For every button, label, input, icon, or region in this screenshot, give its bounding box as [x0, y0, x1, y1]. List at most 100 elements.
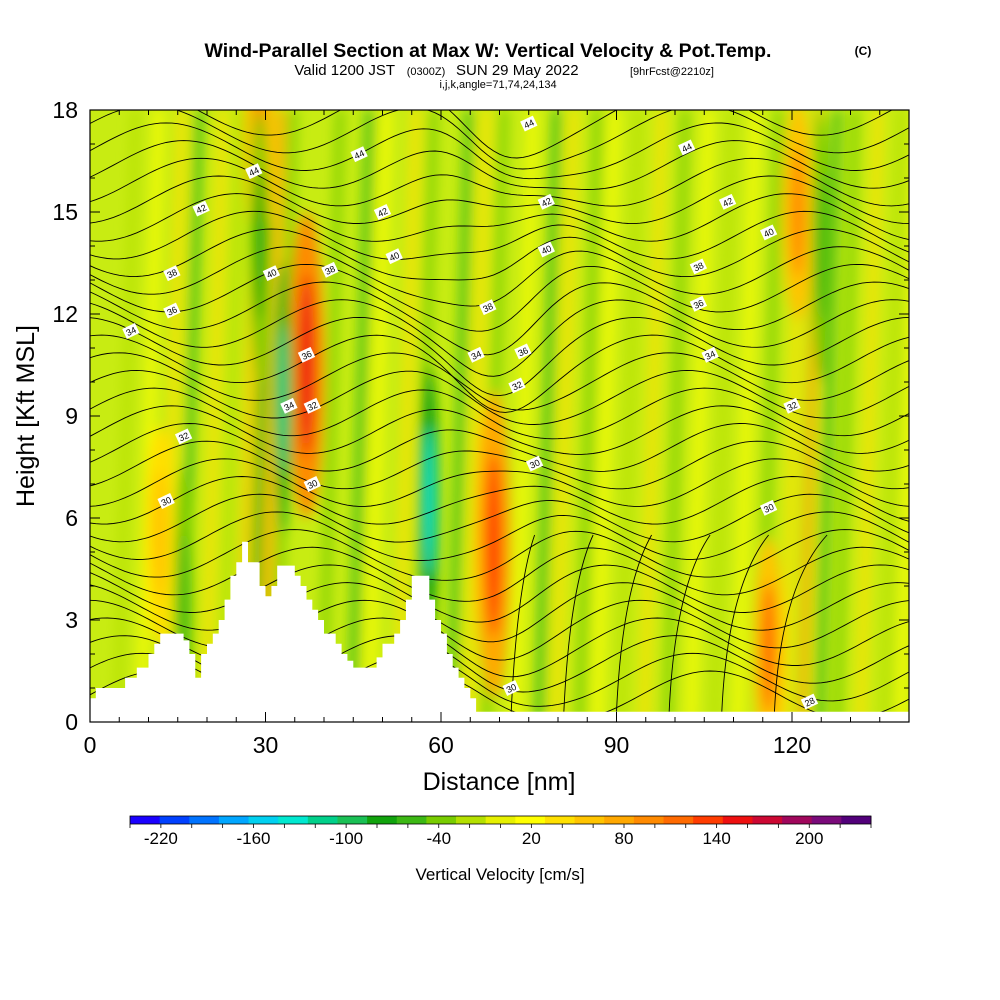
velocity-band: [394, 110, 421, 722]
theta-contour-line: [563, 534, 594, 712]
velocity-band: [552, 110, 579, 722]
colorbar-swatch: [782, 816, 813, 824]
y-tick-label: 3: [65, 607, 78, 633]
theta-contour-label-text: 44: [680, 141, 693, 154]
theta-contour-line: [90, 122, 909, 180]
colorbar-swatch: [752, 816, 783, 824]
theta-contour-line: [90, 529, 909, 581]
subtitle-utc-time: (0300Z): [407, 66, 446, 78]
theta-contour-label: 38: [479, 299, 497, 316]
colorbar-tick-label: 80: [615, 829, 634, 848]
theta-contour-label: 32: [303, 397, 321, 414]
vertical-velocity-field: [113, 110, 909, 722]
colorbar-tick-label: 20: [522, 829, 541, 848]
theta-contour-line: [90, 210, 909, 260]
theta-contour-line: [668, 534, 711, 712]
y-tick-label: 12: [52, 301, 78, 327]
theta-contour-label-text: 38: [481, 301, 494, 314]
theta-contour-label-text: 32: [306, 400, 319, 413]
velocity-band: [259, 110, 286, 722]
theta-contour-line: [90, 228, 909, 281]
theta-contour-label: 36: [514, 343, 532, 360]
theta-contour-line: [90, 334, 909, 413]
colorbar-label: Vertical Velocity [cm/s]: [415, 865, 584, 884]
velocity-band: [832, 110, 860, 722]
colorbar-swatch: [811, 816, 842, 824]
velocity-band: [464, 110, 491, 722]
colorbar-swatch: [604, 816, 635, 824]
colorbar-swatch: [218, 816, 249, 824]
x-tick-label: 60: [428, 732, 454, 758]
theta-contour-label-text: 42: [540, 196, 553, 209]
theta-contour-label: 38: [321, 261, 339, 278]
colorbar-tick-label: -40: [426, 829, 451, 848]
theta-contour-label-text: 40: [762, 226, 775, 239]
theta-contour-label-text: 30: [160, 495, 173, 508]
theta-contour-label: 42: [537, 193, 555, 210]
theta-contour-label: 42: [192, 200, 210, 217]
x-axis-label: Distance [nm]: [423, 768, 576, 796]
theta-contour-label-text: 28: [803, 695, 816, 708]
theta-contour-label: 38: [689, 258, 708, 275]
colorbar-swatch: [278, 816, 309, 824]
theta-contour-label-text: 32: [177, 430, 190, 443]
theta-contour-label-text: 42: [721, 196, 734, 209]
theta-contour-line: [90, 440, 909, 490]
theta-contour-line: [90, 193, 909, 242]
theta-contour-label: 30: [759, 499, 778, 516]
theta-contour-line: [90, 281, 909, 356]
y-tick-label: 0: [65, 709, 78, 735]
subtitle-date: SUN 29 May 2022: [456, 62, 579, 79]
theta-contour-line: [90, 423, 909, 472]
theta-contour-label-text: 30: [505, 682, 518, 695]
theta-contour-labels: 28 30 30 30 30 30 32 32 32 32 34 34 34 34 36 36 36 36 38 38…: [122, 115, 819, 710]
subtitle-valid-time: Valid 1200 JST: [294, 62, 395, 79]
velocity-band: [710, 110, 737, 722]
downdraft-core: [278, 324, 288, 474]
theta-contour-label-text: 38: [165, 267, 178, 280]
x-tick-label: 0: [84, 732, 97, 758]
theta-contour-line: [90, 476, 909, 525]
downdraft-core: [816, 171, 826, 321]
x-tick-label: 90: [604, 732, 630, 758]
colorbar-swatch: [485, 816, 516, 824]
colorbar-swatch: [515, 816, 546, 824]
colorbar-swatch: [159, 816, 190, 824]
theta-contour-label: 42: [718, 193, 737, 210]
x-tick-label: 30: [253, 732, 279, 758]
theta-contour-label: 36: [163, 302, 181, 319]
theta-contour-label: 40: [385, 248, 403, 265]
colorbar-swatch: [693, 816, 724, 824]
velocity-band: [364, 110, 392, 722]
theta-contour-label-text: 38: [323, 264, 336, 277]
colorbar-tick-label: 200: [795, 829, 823, 848]
theta-contour-label: 42: [373, 204, 392, 220]
theta-contour-line: [90, 458, 909, 507]
colorbar-swatch: [367, 816, 398, 824]
theta-contour-label-text: 30: [306, 478, 319, 491]
theta-contour-label: 30: [502, 680, 520, 696]
theta-contour-label: 40: [537, 241, 555, 258]
colorbar-tick-label: 140: [702, 829, 730, 848]
plot-area: 28 30 30 30 30 30 32 32 32 32 34 34 34 34 36 36 36 36 38 38…: [90, 110, 909, 722]
theta-contour-label: 30: [157, 493, 175, 509]
velocity-band: [446, 110, 474, 722]
y-tick-label: 18: [52, 97, 78, 123]
theta-contour-label: 28: [800, 693, 819, 710]
theta-contour-line: [90, 316, 909, 397]
theta-contour-label-text: 36: [516, 345, 529, 358]
colorbar-swatch: [663, 816, 694, 824]
theta-contour-label-text: 34: [470, 349, 483, 362]
colorbar-swatch: [633, 816, 664, 824]
theta-contour-label-text: 38: [692, 260, 705, 273]
theta-contour-label: 30: [303, 476, 321, 492]
theta-contour-label-text: 34: [124, 325, 137, 338]
colorbar-swatch: [456, 816, 487, 824]
velocity-band: [593, 110, 620, 722]
theta-contour-label-text: 44: [247, 165, 260, 178]
theta-contour-line: [90, 157, 909, 207]
theta-contour-label: 34: [280, 397, 298, 414]
velocity-band: [815, 110, 842, 722]
colorbar-swatch: [396, 816, 427, 824]
